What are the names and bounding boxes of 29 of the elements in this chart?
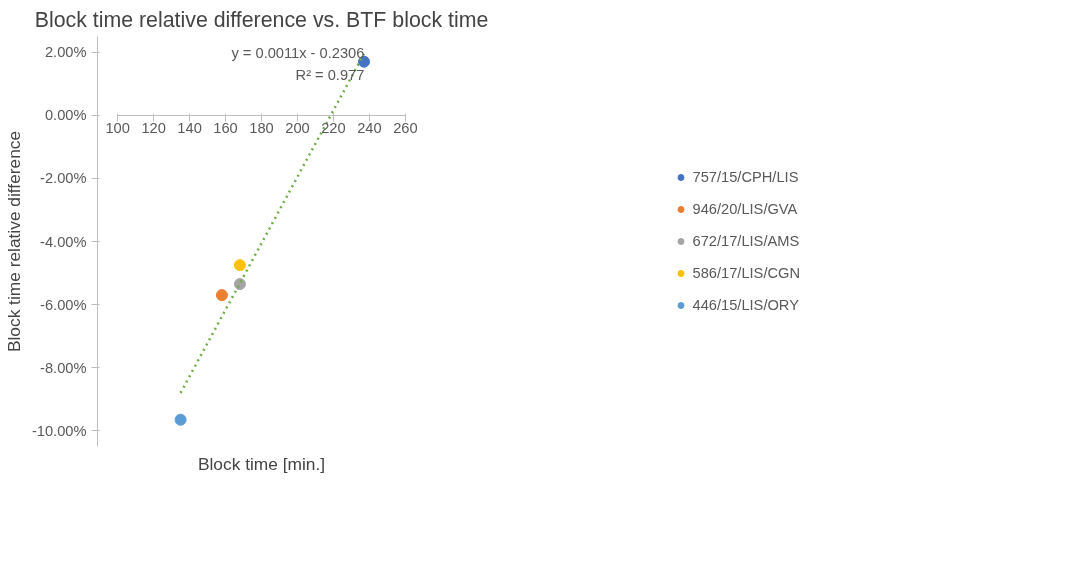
x-tick-label: 200 xyxy=(285,120,310,137)
y-tick-label: 2.00% xyxy=(44,44,87,61)
legend-label: 586/17/LIS/CGN xyxy=(692,265,802,281)
y-axis-title: Block time relative difference xyxy=(3,130,24,353)
x-tick-label: 240 xyxy=(357,120,382,137)
y-tick-label: -4.00% xyxy=(40,233,87,250)
y-tick-label: -8.00% xyxy=(40,359,87,376)
legend-label: 946/20/LIS/GVA xyxy=(692,201,799,217)
y-tick-label: -2.00% xyxy=(40,170,87,187)
y-tick-label: -10.00% xyxy=(31,422,87,439)
x-tick-label: 140 xyxy=(177,120,202,137)
x-tick-label: 100 xyxy=(105,120,130,137)
x-tick-label: 120 xyxy=(141,120,166,137)
y-tick-label: -6.00% xyxy=(40,296,87,313)
point xyxy=(215,289,228,302)
x-axis-title: Block time [min.] xyxy=(197,453,326,474)
x-tick-label: 180 xyxy=(249,120,274,137)
point xyxy=(233,259,246,272)
y-tick-label: 0.00% xyxy=(44,107,87,124)
legend-label: 757/15/CPH/LIS xyxy=(692,169,800,185)
point xyxy=(174,413,187,426)
annotation: R² = 0.977 xyxy=(295,66,365,83)
annotation: y = 0.0011x - 0.2306 xyxy=(231,44,365,61)
x-tick-label: 260 xyxy=(393,120,418,137)
legend-label: 672/17/LIS/AMS xyxy=(692,233,801,249)
legend-label: 446/15/LIS/ORY xyxy=(692,297,800,313)
x-tick-label: 220 xyxy=(321,120,346,137)
x-tick-label: 160 xyxy=(213,120,238,137)
chart-title: Block time relative difference vs. BTF block time xyxy=(34,7,489,32)
